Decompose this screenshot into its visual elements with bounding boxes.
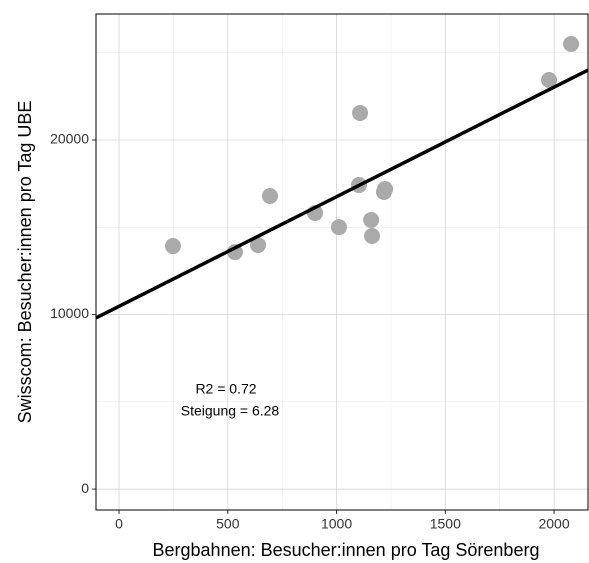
x-tick-label: 1500 [430,516,461,532]
y-tick-label: 20000 [50,131,89,147]
x-tick-label: 1000 [321,516,352,532]
point [364,227,381,244]
point [541,71,558,88]
x-tick-label: 0 [115,516,123,532]
y-tick-label: 0 [81,480,89,496]
y-axis-label: Swisscom: Besucher:innen pro Tag UBE [15,101,35,424]
x-tick-label: 500 [216,516,240,532]
x-tick-label: 2000 [538,516,569,532]
annotation: Steigung = 6.28 [181,403,280,419]
point [164,238,181,255]
point [250,237,267,254]
x-axis-label: Bergbahnen: Besucher:innen pro Tag Sören… [153,540,540,560]
point [330,219,347,236]
annotation: R2 = 0.72 [195,381,256,397]
point [377,181,394,198]
point [363,211,380,228]
point [262,188,279,205]
panel-border [95,13,589,511]
y-tick-label: 10000 [50,305,89,321]
point [563,36,580,53]
regression-line [95,68,589,320]
point [352,104,369,121]
